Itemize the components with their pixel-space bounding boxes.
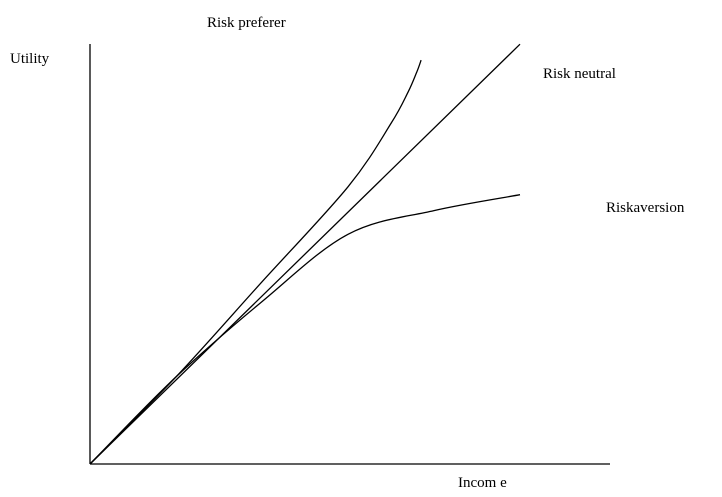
risk-aversion-label: Riskaversion xyxy=(606,200,685,216)
y-axis-label: Utility xyxy=(10,51,50,67)
x-axis-label: Incom e xyxy=(458,475,507,491)
risk-neutral-label: Risk neutral xyxy=(543,66,616,82)
risk-neutral-line xyxy=(89,43,521,465)
risk-aversion-curve xyxy=(89,194,521,465)
risk-preferer-label: Risk preferer xyxy=(207,15,286,31)
risk-preferer-curve xyxy=(89,59,422,465)
